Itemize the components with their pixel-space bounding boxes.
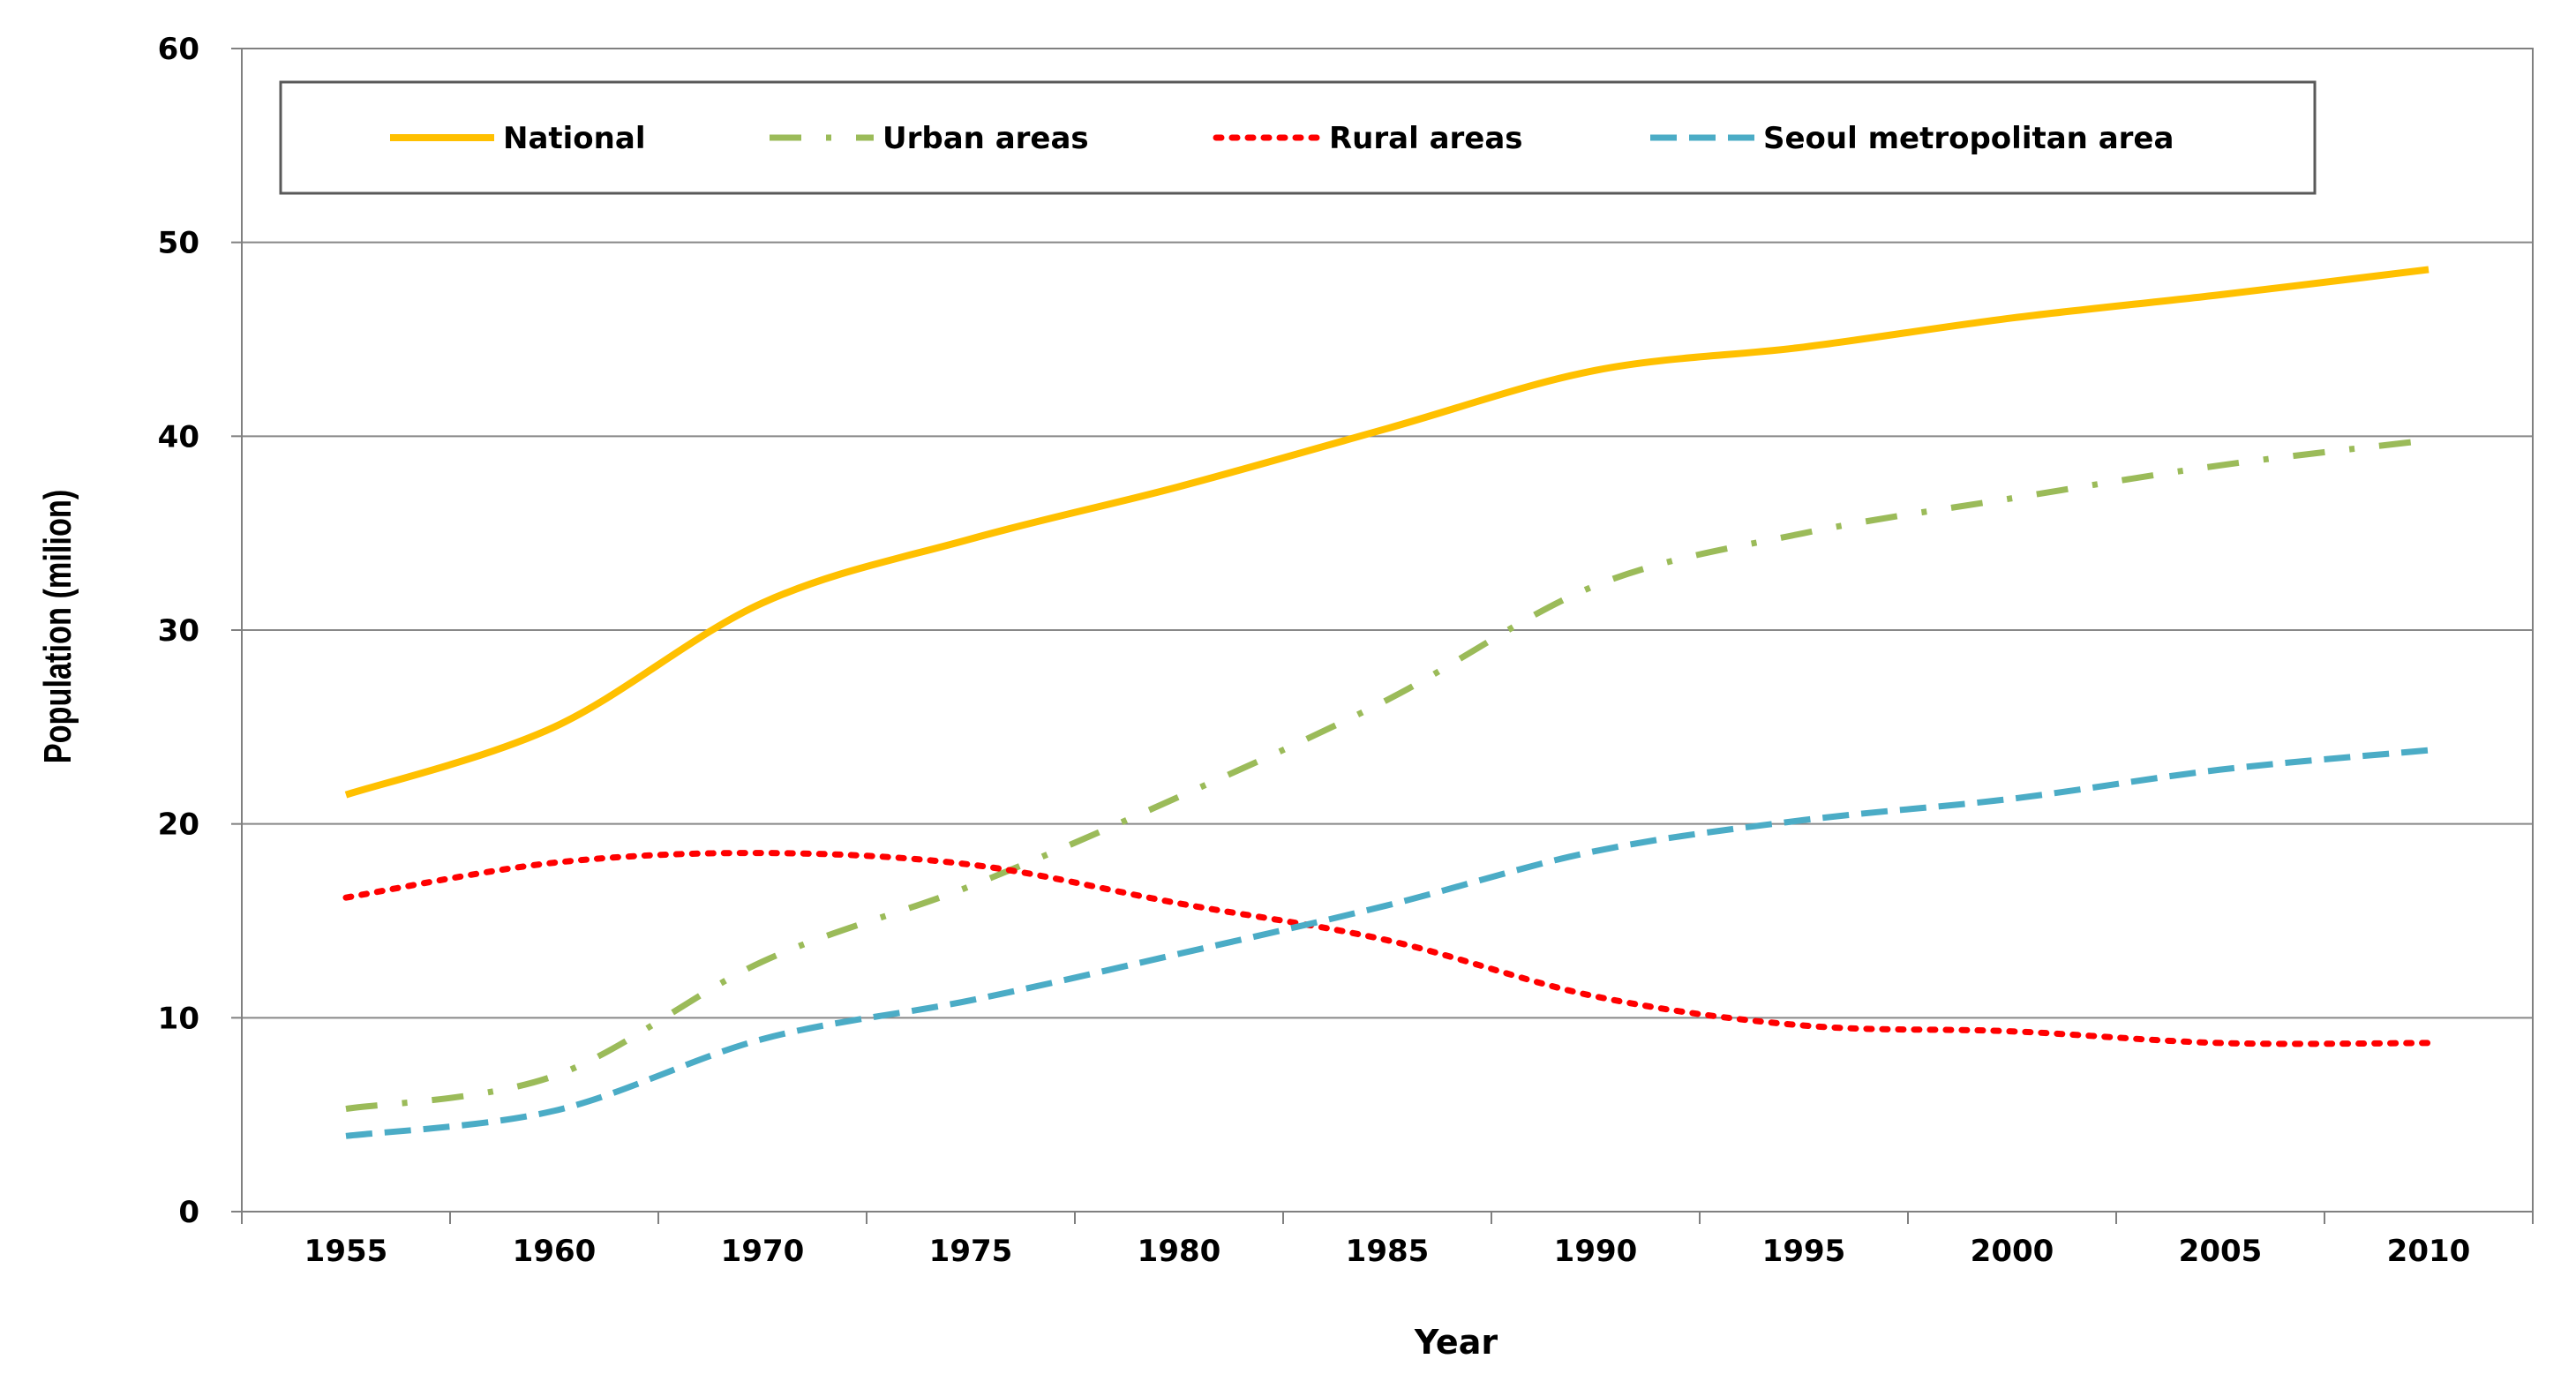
x-tick-label: 1955 bbox=[304, 1234, 388, 1269]
x-tick-label: 1970 bbox=[721, 1234, 805, 1269]
x-tick-label: 1980 bbox=[1138, 1234, 1221, 1269]
x-tick-label: 1990 bbox=[1554, 1234, 1638, 1269]
x-tick-label: 1995 bbox=[1762, 1234, 1846, 1269]
series-seoul-metropolitan-area bbox=[345, 747, 2430, 1139]
x-tick-label: 2000 bbox=[1971, 1234, 2054, 1269]
x-axis-title: Year bbox=[1414, 1323, 1498, 1362]
series-line-rural-areas bbox=[342, 850, 2432, 1047]
y-tick-label: 60 bbox=[158, 32, 199, 67]
x-tick-label: 2005 bbox=[2179, 1234, 2263, 1269]
x-tick-label: 1985 bbox=[1346, 1234, 1430, 1269]
series-national bbox=[344, 266, 2430, 799]
x-tick-label: 2010 bbox=[2387, 1234, 2471, 1269]
y-axis-title: Population (milion) bbox=[36, 490, 79, 764]
series-line-urban-areas bbox=[345, 437, 2430, 1113]
legend-label-seoul-metropolitan-area: Seoul metropolitan area bbox=[1763, 121, 2174, 156]
series-urban-areas bbox=[345, 437, 2430, 1113]
series-rural-areas bbox=[342, 850, 2432, 1047]
plot-area-border bbox=[241, 48, 2534, 1213]
y-tick-label: 30 bbox=[158, 613, 199, 649]
series-lines bbox=[342, 266, 2432, 1139]
y-tick-label: 50 bbox=[158, 226, 199, 261]
y-tick-label: 40 bbox=[158, 419, 199, 454]
axes: 0 10 20 30 40 50 60 1955 1960 1970 1975 1980 1985 199… bbox=[158, 32, 2534, 1269]
legend: National Urban areas Rural areas Seoul metr… bbox=[279, 80, 2317, 195]
legend-label-urban-areas: Urban areas bbox=[882, 121, 1089, 156]
legend-label-national: National bbox=[503, 121, 645, 156]
y-tick-label: 0 bbox=[178, 1195, 199, 1230]
y-tick-label: 10 bbox=[158, 1001, 199, 1036]
series-line-national bbox=[344, 266, 2430, 799]
x-tick-label: 1975 bbox=[929, 1234, 1013, 1269]
legend-label-rural-areas: Rural areas bbox=[1329, 121, 1523, 156]
x-tick-label: 1960 bbox=[513, 1234, 597, 1269]
y-tick-label: 20 bbox=[158, 807, 199, 843]
series-line-seoul-metropolitan-area bbox=[345, 747, 2430, 1139]
